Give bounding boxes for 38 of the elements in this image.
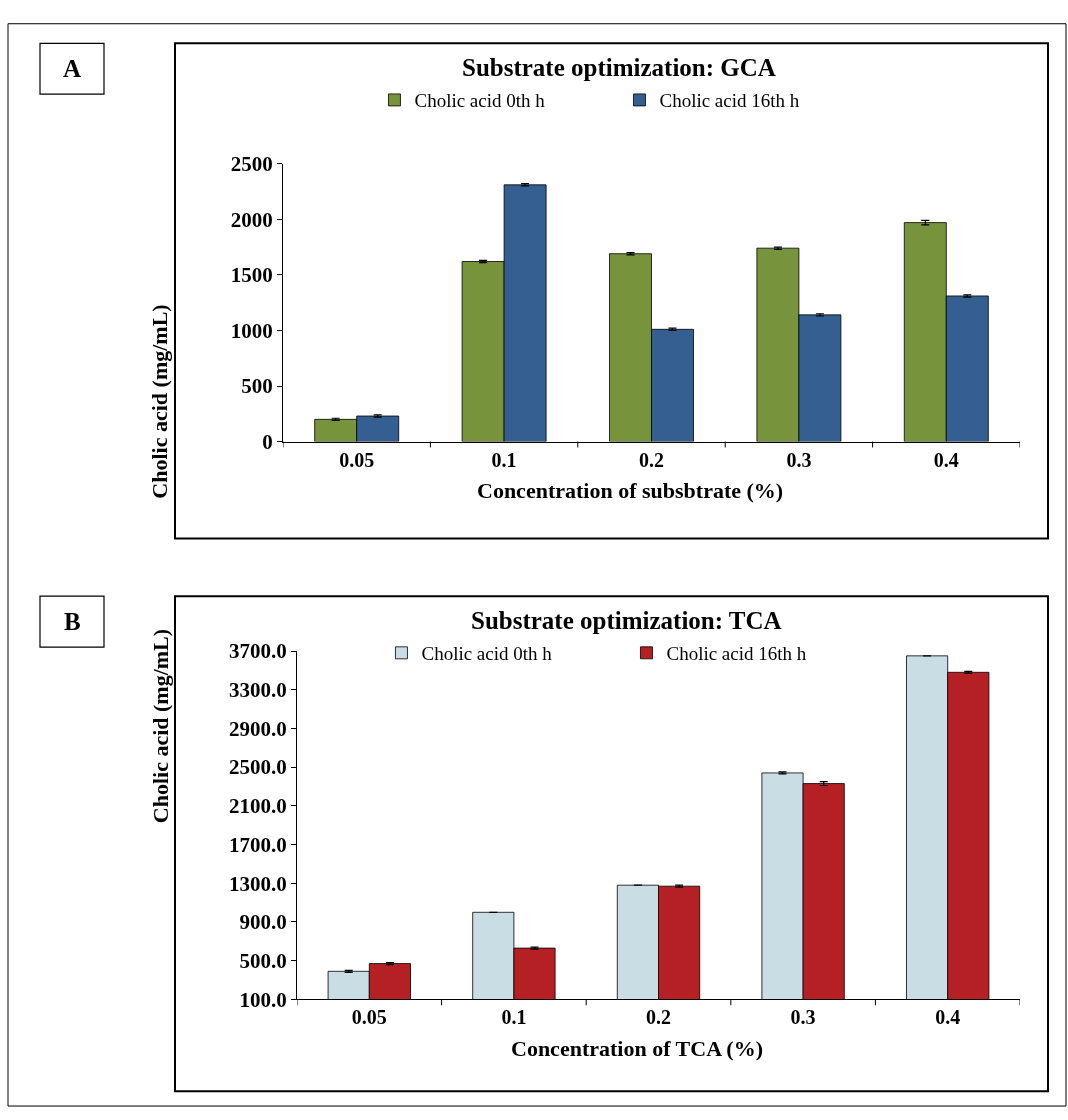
legend-label: Cholic acid 0th h: [421, 643, 553, 665]
y-tick-label: 100.0: [239, 987, 287, 1012]
y-axis-title: Cholic acid (mg/mL): [147, 304, 173, 499]
y-axis-title: Cholic acid (mg/mL): [147, 628, 173, 824]
y-tick-label: 0: [262, 429, 273, 454]
text: B: [64, 608, 81, 635]
y-tick-label: 1500: [230, 263, 273, 288]
x-tick-label: 0.05: [339, 448, 375, 471]
y-tick-label: 2000: [230, 207, 273, 232]
y-tick-label: 2100.0: [229, 794, 287, 819]
text: A: [63, 55, 82, 82]
x-tick-label: 0.1: [491, 448, 517, 471]
y-tick-label: 1300.0: [229, 871, 287, 896]
x-tick-label: 0.2: [639, 448, 664, 471]
y-tick-label: 2500: [230, 152, 273, 177]
legend-label: Cholic acid 16th h: [659, 90, 800, 112]
x-tick-label: 0.3: [786, 448, 812, 471]
y-tick-label: 900.0: [239, 910, 287, 935]
chart-title: Substrate optimization: GCA: [462, 54, 776, 81]
x-tick-label: 0.2: [646, 1006, 671, 1029]
y-tick-label: 3700.0: [229, 639, 287, 664]
chart-title: Substrate optimization: TCA: [471, 607, 782, 634]
y-tick-label: 1700.0: [229, 832, 287, 857]
y-tick-label: 500.0: [239, 949, 287, 974]
x-tick-label: 0.3: [790, 1006, 816, 1029]
legend-label: Cholic acid 16th h: [666, 643, 807, 665]
x-tick-label: 0.05: [351, 1006, 387, 1029]
y-tick-label: 1000: [230, 318, 273, 343]
x-tick-label: 0.4: [935, 1006, 961, 1029]
y-tick-label: 2500.0: [229, 755, 287, 780]
y-tick-label: 2900.0: [229, 716, 287, 741]
y-tick-label: 500: [241, 374, 273, 399]
legend-label: Cholic acid 0th h: [414, 90, 546, 112]
y-tick-label: 3300.0: [229, 678, 287, 703]
x-axis-title: Concentration of TCA (%): [511, 1036, 763, 1061]
x-axis-title: Concentration of subsbtrate (%): [477, 478, 784, 503]
x-tick-label: 0.1: [501, 1006, 527, 1029]
x-tick-label: 0.4: [933, 448, 959, 471]
